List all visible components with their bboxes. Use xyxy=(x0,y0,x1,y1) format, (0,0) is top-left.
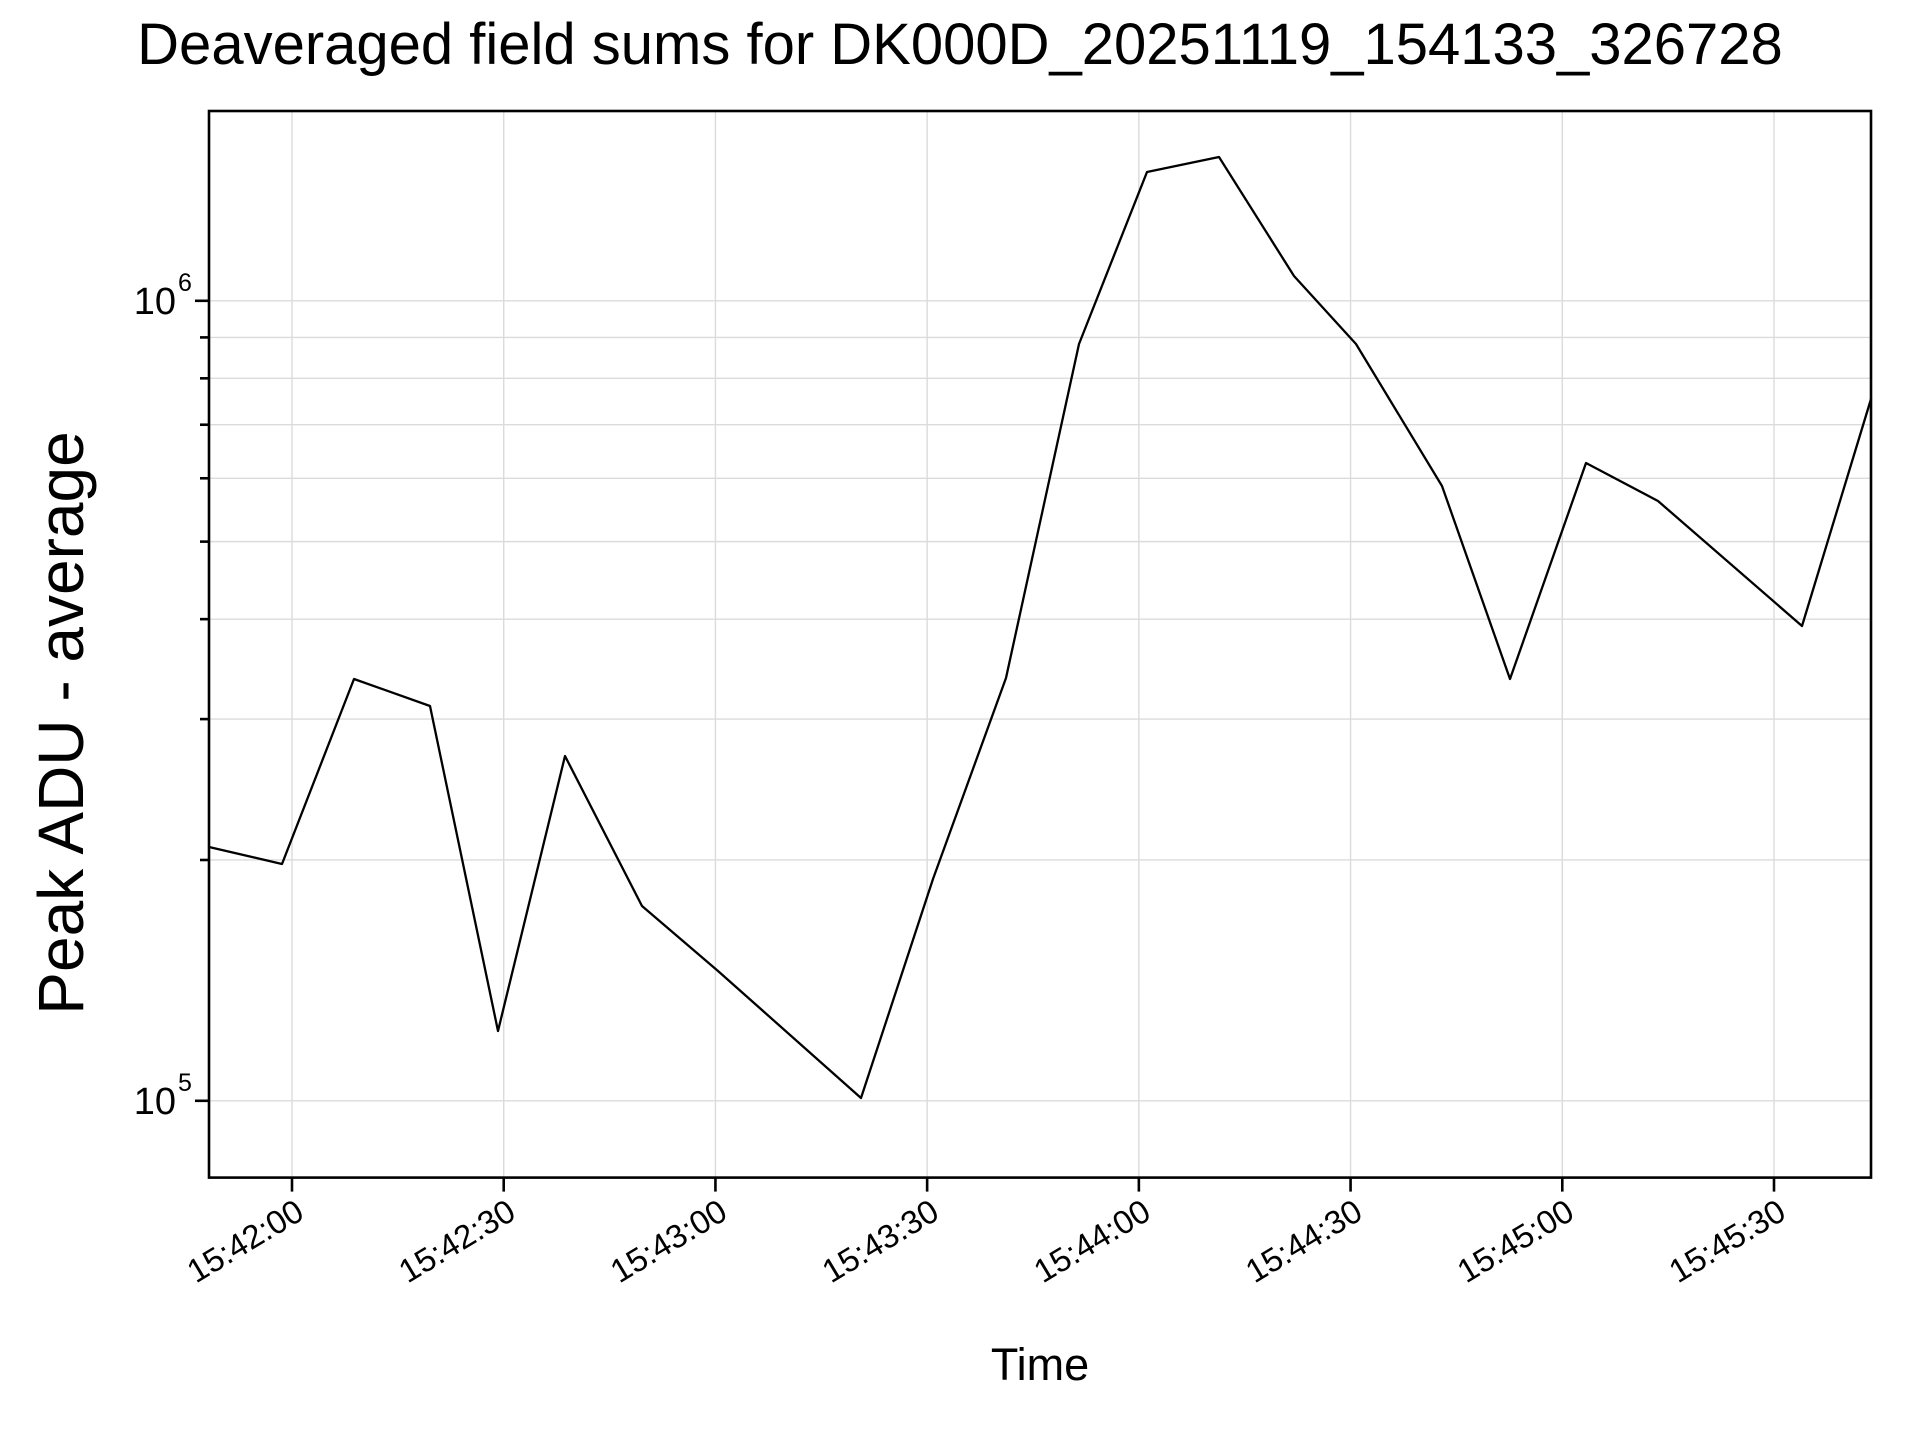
svg-text:15:44:30: 15:44:30 xyxy=(1239,1192,1368,1290)
svg-text:10: 10 xyxy=(134,1081,176,1123)
svg-text:5: 5 xyxy=(178,1069,192,1097)
svg-text:10: 10 xyxy=(134,281,176,323)
svg-text:15:45:30: 15:45:30 xyxy=(1662,1192,1791,1290)
svg-text:15:43:00: 15:43:00 xyxy=(604,1192,733,1290)
svg-text:6: 6 xyxy=(178,269,192,297)
svg-text:15:42:30: 15:42:30 xyxy=(392,1192,521,1290)
svg-text:15:44:00: 15:44:00 xyxy=(1027,1192,1156,1290)
svg-text:15:45:00: 15:45:00 xyxy=(1451,1192,1580,1290)
svg-text:15:43:30: 15:43:30 xyxy=(816,1192,945,1290)
svg-text:15:42:00: 15:42:00 xyxy=(180,1192,309,1290)
